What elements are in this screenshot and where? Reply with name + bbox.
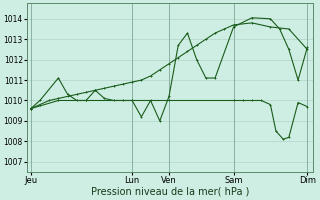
X-axis label: Pression niveau de la mer( hPa ): Pression niveau de la mer( hPa ) — [91, 187, 249, 197]
